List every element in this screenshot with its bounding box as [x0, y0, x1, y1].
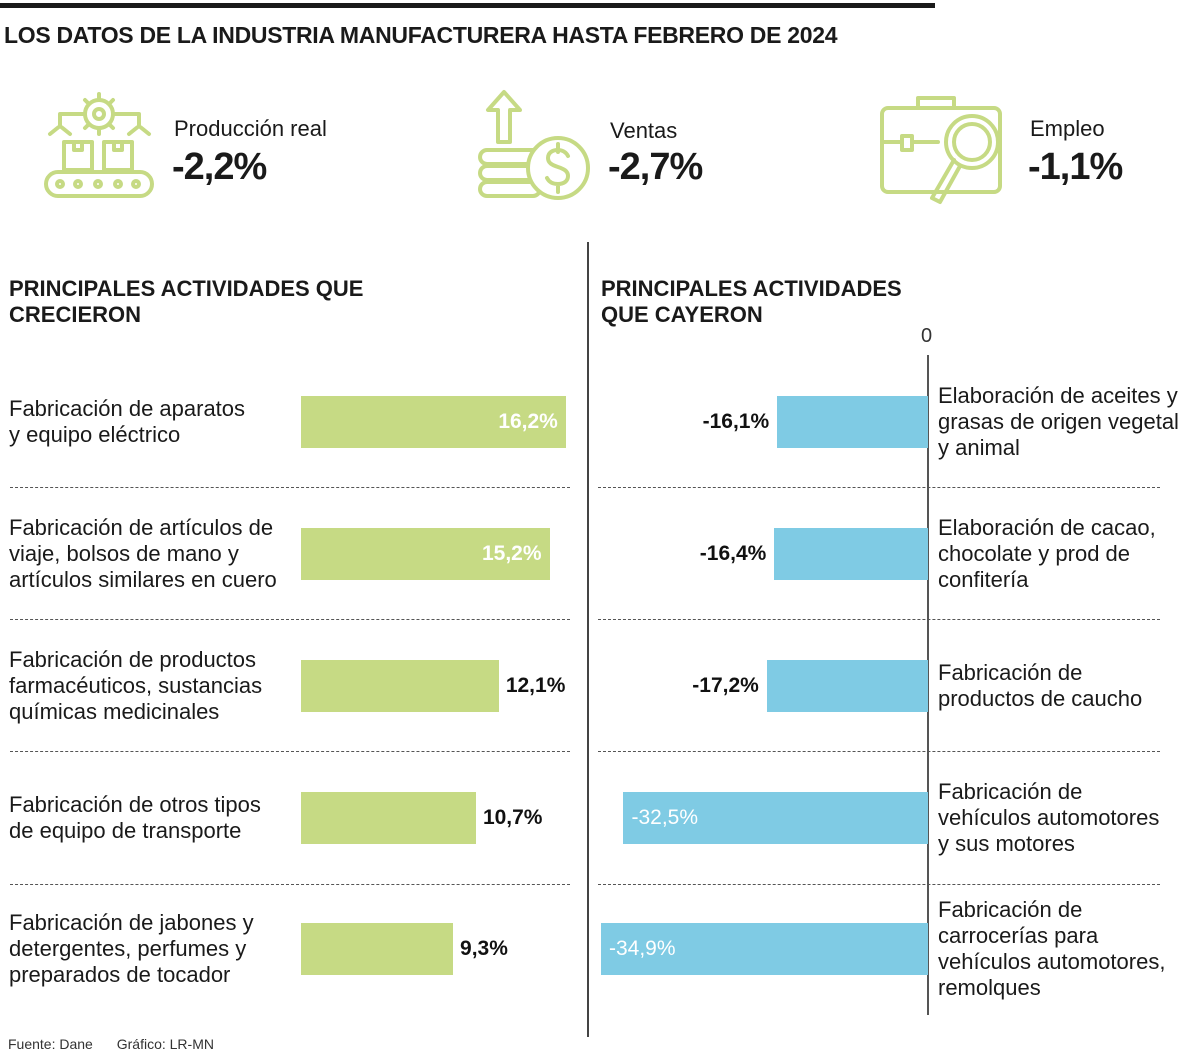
growth-section-title: PRINCIPALES ACTIVIDADES QUE CRECIERON [9, 276, 364, 327]
growth-category-label: Fabricación de otros tipos de equipo de t… [9, 792, 299, 844]
kpi-value-produccion: -2,2% [172, 146, 267, 188]
category-line: grasas de origen vegetal [938, 409, 1179, 434]
category-line: y animal [938, 435, 1020, 460]
decline-bar [774, 528, 928, 580]
decline-value-label: -17,2% [692, 674, 759, 697]
growth-category-label: Fabricación de aparatos y equipo eléctric… [9, 396, 299, 448]
decline-bar [766, 660, 928, 712]
row-divider-right [598, 751, 1160, 752]
category-line: Fabricación de otros tipos [9, 792, 261, 817]
decline-category-label: Fabricación de vehículos automotores y sus… [938, 779, 1200, 857]
factory-conveyor-icon [44, 92, 154, 198]
growth-bar [301, 792, 476, 844]
decline-category-label: Elaboración de aceites y grasas de origen… [938, 383, 1200, 461]
decline-value-label: -32,5% [631, 806, 699, 829]
category-line: y sus motores [938, 831, 1075, 856]
kpi-value-ventas: -2,7% [608, 146, 703, 188]
category-line: Fabricación de aparatos [9, 396, 246, 421]
growth-bar [301, 396, 566, 448]
top-rule [0, 3, 935, 8]
decline-bar [623, 792, 928, 844]
growth-category-label: Fabricación de jabones y detergentes, per… [9, 910, 299, 988]
growth-bar [301, 528, 550, 580]
growth-category-label: Fabricación de productos farmacéuticos, s… [9, 647, 299, 725]
growth-value-label: 15,2% [481, 542, 542, 565]
category-line: químicas medicinales [9, 699, 220, 724]
decline-bar [777, 396, 928, 448]
category-line: Elaboración de aceites y [938, 383, 1178, 408]
category-line: y equipo eléctrico [9, 422, 181, 447]
decline-value-label: -16,4% [699, 542, 767, 565]
footer: Fuente: Dane Gráfico: LR-MN [8, 1036, 214, 1052]
growth-value-label: 16,2% [498, 410, 558, 433]
category-line: Fabricación de [938, 779, 1083, 804]
coins-arrow-up-icon [478, 90, 590, 200]
page-title: LOS DATOS DE LA INDUSTRIA MANUFACTURERA … [4, 22, 838, 48]
growth-bar [301, 923, 454, 975]
category-line: Fabricación de jabones y [9, 910, 254, 935]
briefcase-magnifier-icon [880, 96, 1002, 204]
kpi-label-empleo: Empleo [1030, 116, 1105, 141]
decline-category-label: Fabricación de carrocerías para vehículos … [938, 897, 1200, 1001]
category-line: Fabricación de [938, 897, 1083, 922]
growth-category-label: Fabricación de artículos de viaje, bolsos… [9, 515, 299, 593]
decline-bar [600, 923, 928, 975]
zero-axis-label: 0 [921, 325, 933, 347]
category-line: Fabricación de artículos de [9, 515, 274, 540]
row-divider-right [598, 619, 1160, 620]
decline-section-title: PRINCIPALES ACTIVIDADES QUE CAYERON [601, 276, 902, 327]
category-line: preparados de tocador [9, 962, 231, 987]
category-line: remolques [938, 975, 1041, 1000]
category-line: farmacéuticos, sustancias [9, 673, 263, 698]
growth-value-label: 12,1% [505, 674, 566, 697]
growth-value-label: 9,3% [460, 937, 508, 960]
row-divider-left [10, 884, 570, 885]
category-line: productos de caucho [938, 686, 1143, 711]
kpi-value-empleo: -1,1% [1028, 146, 1123, 188]
decline-category-label: Elaboración de cacao, chocolate y prod de… [938, 515, 1200, 593]
row-divider-right [598, 487, 1160, 488]
kpi-label-ventas: Ventas [610, 118, 678, 143]
row-divider-right [598, 884, 1160, 885]
category-line: vehículos automotores [938, 805, 1160, 830]
category-line: Fabricación de [938, 660, 1083, 685]
kpi-label-produccion: Producción real [174, 116, 327, 141]
category-line: carrocerías para [938, 923, 1099, 948]
category-line: de equipo de transporte [9, 818, 242, 843]
decline-value-label: -34,9% [608, 937, 676, 960]
growth-bar [301, 660, 499, 712]
decline-value-label: -16,1% [702, 410, 770, 433]
credit-text: Gráfico: LR-MN [116, 1036, 214, 1052]
category-line: Elaboración de cacao, [938, 515, 1156, 540]
row-divider-left [10, 751, 570, 752]
category-line: viaje, bolsos de mano y [9, 541, 239, 566]
category-line: vehículos automotores, [938, 949, 1166, 974]
growth-value-label: 10,7% [482, 806, 543, 829]
row-divider-left [10, 487, 570, 488]
category-line: confitería [938, 567, 1029, 592]
category-line: Fabricación de productos [9, 647, 257, 672]
category-line: artículos similares en cuero [9, 567, 277, 592]
category-line: chocolate y prod de [938, 541, 1131, 566]
category-line: detergentes, perfumes y [9, 936, 247, 961]
decline-category-label: Fabricación de productos de caucho [938, 660, 1200, 712]
source-text: Fuente: Dane [8, 1036, 93, 1052]
section-divider [587, 242, 589, 1037]
row-divider-left [10, 619, 570, 620]
